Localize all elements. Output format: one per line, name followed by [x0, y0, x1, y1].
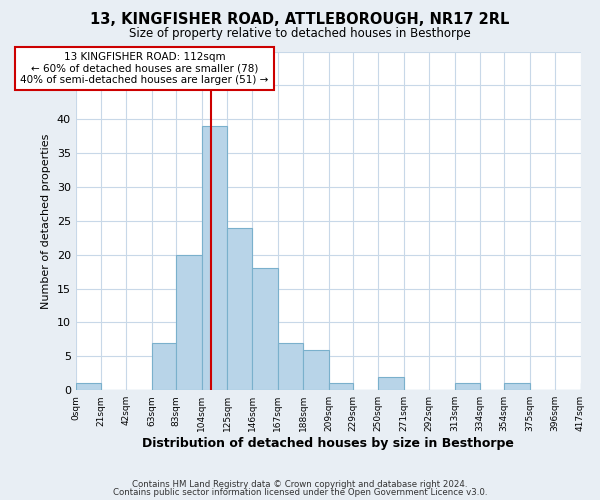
Bar — [455, 384, 480, 390]
Bar — [303, 350, 329, 390]
Bar — [152, 343, 176, 390]
Bar — [278, 343, 303, 390]
Text: 13 KINGFISHER ROAD: 112sqm
← 60% of detached houses are smaller (78)
40% of semi: 13 KINGFISHER ROAD: 112sqm ← 60% of deta… — [20, 52, 269, 85]
Bar — [253, 268, 278, 390]
Bar — [176, 254, 202, 390]
Bar — [76, 384, 101, 390]
Bar — [227, 228, 253, 390]
Text: 13, KINGFISHER ROAD, ATTLEBOROUGH, NR17 2RL: 13, KINGFISHER ROAD, ATTLEBOROUGH, NR17 … — [91, 12, 509, 28]
Bar — [379, 376, 404, 390]
Bar — [504, 384, 530, 390]
Y-axis label: Number of detached properties: Number of detached properties — [41, 133, 51, 308]
Bar — [202, 126, 227, 390]
Text: Size of property relative to detached houses in Besthorpe: Size of property relative to detached ho… — [129, 28, 471, 40]
Text: Contains HM Land Registry data © Crown copyright and database right 2024.: Contains HM Land Registry data © Crown c… — [132, 480, 468, 489]
Bar — [329, 384, 353, 390]
Bar — [581, 384, 600, 390]
Text: Contains public sector information licensed under the Open Government Licence v3: Contains public sector information licen… — [113, 488, 487, 497]
X-axis label: Distribution of detached houses by size in Besthorpe: Distribution of detached houses by size … — [142, 437, 514, 450]
